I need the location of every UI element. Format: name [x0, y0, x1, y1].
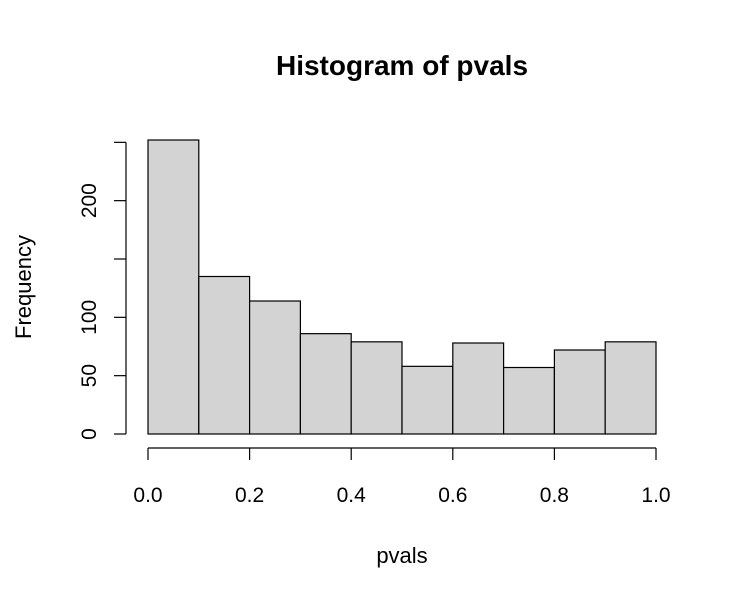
- histogram-bars: [147, 139, 657, 435]
- histogram-bar-7: [503, 366, 556, 435]
- histogram-bar-0: [147, 139, 200, 435]
- x-axis-label: pvals: [376, 543, 427, 568]
- y-axis-label: Frequency: [11, 235, 36, 339]
- y-tick-label-1: 50: [78, 364, 101, 387]
- histogram-bar-3: [299, 333, 352, 435]
- x-tick-label-4: 0.8: [540, 484, 569, 507]
- histogram-bar-5: [401, 365, 454, 435]
- y-tick-label-2: 100: [78, 300, 101, 335]
- histogram-bar-1: [198, 275, 251, 435]
- chart-title: Histogram of pvals: [276, 50, 528, 81]
- x-tick-label-2: 0.4: [337, 484, 367, 507]
- y-tick-label-0: 0: [78, 428, 101, 440]
- y-tick-label-4: 200: [78, 183, 101, 218]
- x-tick-label-3: 0.6: [438, 484, 467, 507]
- x-tick-label-1: 0.2: [235, 484, 264, 507]
- y-axis: 0 50 100 200: [78, 141, 127, 440]
- histogram-bar-2: [249, 300, 302, 435]
- histogram-bar-4: [350, 341, 403, 435]
- histogram-bar-9: [604, 341, 657, 435]
- histogram-bar-6: [452, 342, 505, 435]
- x-tick-label-5: 1.0: [641, 484, 670, 507]
- x-tick-label-0: 0.0: [133, 484, 162, 507]
- x-axis: 0.0 0.2 0.4 0.6 0.8 1.0: [133, 447, 671, 507]
- histogram-bar-8: [553, 349, 606, 435]
